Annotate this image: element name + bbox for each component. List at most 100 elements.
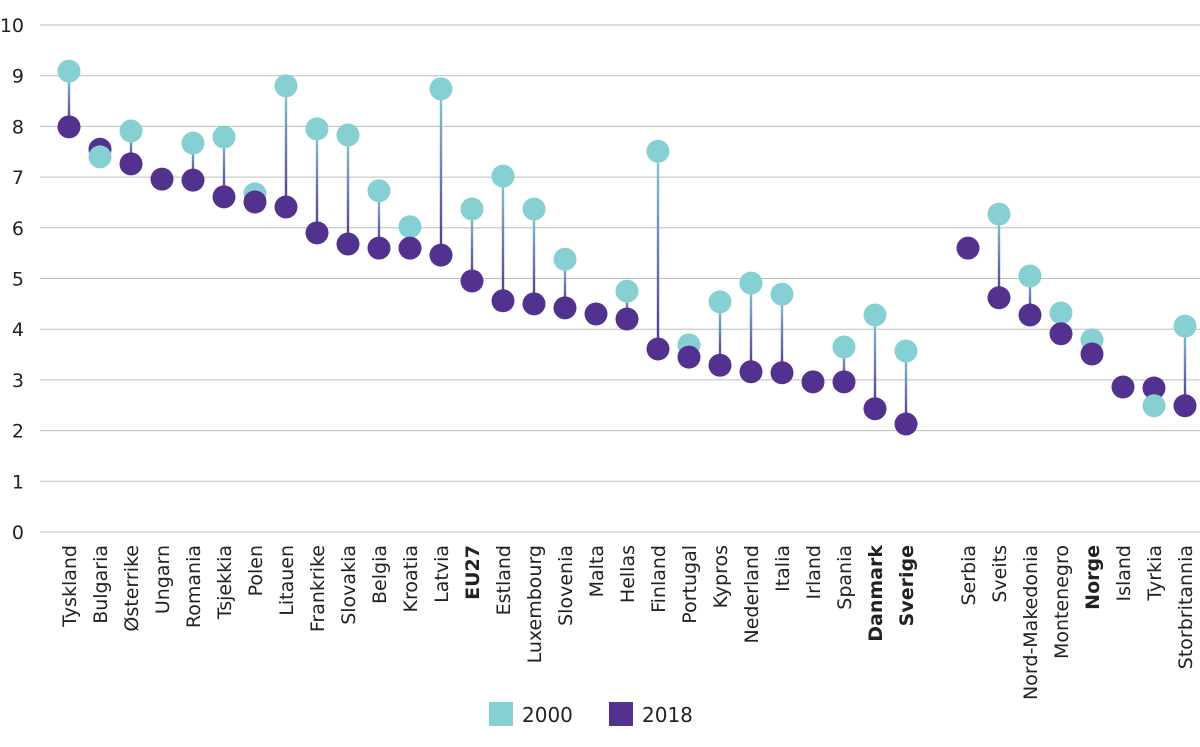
point-2018 (274, 195, 298, 219)
point-2018 (57, 115, 81, 139)
dumbbell-stem (842, 346, 846, 382)
point-2018 (398, 236, 422, 260)
point-2018 (1142, 376, 1166, 400)
point-2018 (832, 370, 856, 394)
dumbbell-stem (1183, 326, 1187, 406)
point-2018 (553, 296, 577, 320)
point-2018 (615, 307, 639, 331)
x-tick-label: Nord-Makedonia (1020, 545, 1042, 700)
y-tick-label: 4 (12, 319, 24, 341)
legend-swatch-2000 (489, 702, 513, 726)
dumbbell-stem (780, 294, 784, 373)
point-2018 (708, 353, 732, 377)
dumbbell-stem (904, 351, 908, 425)
point-2000 (1173, 314, 1197, 338)
dumbbell-stem (439, 88, 443, 256)
x-tick-label: Nederland (741, 545, 763, 644)
x-tick-label: Tsjekkia (214, 545, 236, 620)
point-2000 (212, 125, 236, 149)
y-tick-label: 2 (12, 421, 24, 443)
x-tick-label: Slovenia (555, 545, 577, 626)
y-tick-label: 8 (12, 116, 24, 138)
point-2000 (57, 59, 81, 83)
x-tick-label: Norge (1082, 545, 1104, 610)
point-2000 (491, 164, 515, 188)
dumbbell-stem (625, 291, 629, 320)
point-2000 (336, 123, 360, 147)
x-tick-label: Spania (834, 545, 856, 610)
x-tick-label: Hellas (617, 545, 639, 603)
x-tick-label: Portugal (679, 545, 701, 624)
legend-label-2018: 2018 (642, 703, 693, 727)
point-2018 (1111, 375, 1135, 399)
point-2018 (429, 243, 453, 267)
dumbbell-stem (532, 209, 536, 304)
x-tick-label: Belgia (369, 545, 391, 604)
y-tick-label: 9 (12, 66, 24, 88)
point-2018 (305, 221, 329, 245)
point-2018 (212, 185, 236, 209)
dumbbell-stem (222, 137, 226, 197)
point-2018 (584, 302, 608, 326)
dumbbell-stem (1028, 275, 1032, 316)
point-2018 (119, 152, 143, 176)
point-2018 (367, 236, 391, 260)
dumbbell-stem (346, 135, 350, 245)
point-2018 (491, 289, 515, 313)
x-tick-label: Østerrike (121, 545, 143, 632)
y-tick-label: 3 (12, 370, 24, 392)
x-tick-label: Estland (493, 545, 515, 615)
dumbbell-stem (563, 259, 567, 308)
point-2000 (863, 303, 887, 327)
x-tick-label: Montenegro (1051, 545, 1073, 659)
point-2000 (894, 339, 918, 363)
point-2018 (150, 167, 174, 191)
point-2000 (1018, 264, 1042, 288)
point-2000 (460, 197, 484, 221)
x-tick-label: Tyrkia (1144, 545, 1166, 602)
y-tick-label: 1 (12, 471, 24, 493)
point-2018 (336, 232, 360, 256)
dumbbell-stem (315, 128, 319, 233)
point-2018 (646, 337, 670, 361)
x-tick-label: Bulgaria (90, 545, 112, 624)
dumbbell-stem (501, 176, 505, 301)
point-2018 (770, 361, 794, 385)
point-2018 (243, 190, 267, 214)
x-tick-label: EU27 (462, 545, 484, 600)
dumbbell-stem (470, 209, 474, 282)
x-tick-label: Sverige (896, 545, 918, 626)
point-2018 (739, 360, 763, 384)
point-2018 (801, 370, 825, 394)
point-2000 (398, 215, 422, 239)
point-2018 (522, 292, 546, 316)
dumbbell-stem (873, 315, 877, 409)
point-2018 (677, 345, 701, 369)
x-tick-label: Danmark (865, 545, 887, 642)
point-2000 (615, 279, 639, 303)
point-2000 (119, 119, 143, 143)
y-tick-label: 0 (12, 522, 24, 544)
y-tick-label: 6 (12, 218, 24, 240)
point-2000 (553, 247, 577, 271)
x-tick-label: Litauen (276, 545, 298, 616)
point-2000 (181, 131, 205, 155)
x-tick-label: Island (1113, 545, 1135, 602)
point-2000 (770, 282, 794, 306)
x-tick-label: Kypros (710, 545, 732, 608)
x-tick-label: Tyskland (59, 545, 81, 628)
point-2018 (1173, 394, 1197, 418)
x-tick-label: Italia (772, 545, 794, 592)
point-2018 (987, 286, 1011, 310)
point-2018 (1018, 303, 1042, 327)
point-2018 (181, 168, 205, 192)
point-2000 (1049, 301, 1073, 325)
point-2018 (1080, 342, 1104, 366)
x-tick-label: Storbritannia (1175, 545, 1197, 669)
x-tick-label: Sveits (989, 545, 1011, 603)
x-tick-label: Ungarn (152, 545, 174, 614)
dumbbell-stem (284, 85, 288, 208)
x-tick-label: Latvia (431, 545, 453, 603)
x-tick-label: Finland (648, 545, 670, 613)
dumbbell-stem (718, 301, 722, 366)
